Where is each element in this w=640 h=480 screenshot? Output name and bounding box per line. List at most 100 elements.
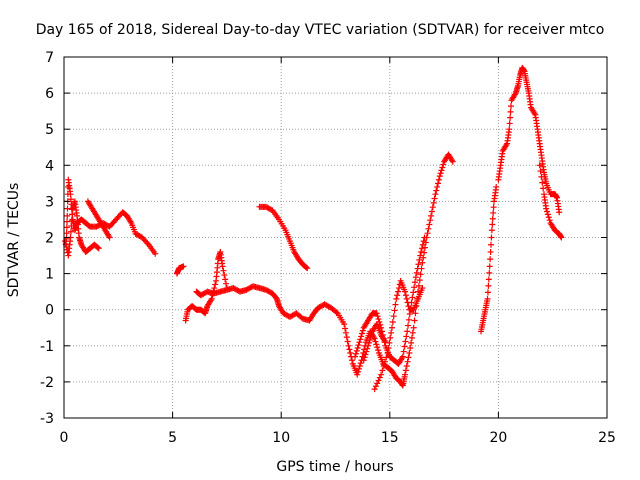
data-point [449,158,456,165]
data-point [358,333,365,340]
data-point [356,339,363,346]
data-point [489,221,496,228]
data-point [365,342,372,349]
data-point [387,334,394,341]
data-point [409,294,416,301]
data-point [506,126,513,133]
y-tick-label: 3 [45,194,54,210]
data-point [404,299,411,306]
data-point [386,339,393,346]
axis-ticks: 0 5 10 15 20 25 -3 -2 -1 0 1 2 3 4 5 6 7 [40,50,616,446]
series-track-e [182,248,230,324]
data-point [408,334,415,341]
data-point [341,321,348,328]
data-point [360,357,367,364]
y-tick-label: 6 [45,86,54,102]
data-point [507,108,514,115]
data-point [219,263,226,270]
data-point [342,325,349,332]
data-point [371,386,378,393]
data-point [405,322,412,329]
data-point [507,114,514,121]
data-point [402,367,409,374]
data-point [395,288,402,295]
data-point [484,295,491,302]
data-point [432,191,439,198]
data-point [433,187,440,194]
series-track-i [371,277,426,393]
data-point [418,248,425,255]
data-point [406,350,413,357]
data-point [64,212,71,219]
x-tick-label: 15 [381,430,399,446]
data-point [375,347,382,354]
data-point [372,338,379,345]
data-point [539,179,546,186]
y-axis-label: SDTVAR / TECUs [6,183,22,298]
data-point [333,309,340,316]
data-point [358,330,365,337]
data-point [67,196,74,203]
data-point [544,211,551,218]
data-point [391,307,398,314]
data-point [440,161,447,168]
data-point [392,301,399,308]
data-point [435,176,442,183]
data-point [486,269,493,276]
data-point [484,289,491,296]
y-tick-label: -1 [40,339,54,355]
data-point [374,380,381,387]
data-point [106,234,113,241]
data-point [506,120,513,127]
data-point [363,348,370,355]
data-point [63,224,70,231]
data-point [435,180,442,187]
data-point [556,209,563,216]
data-point [402,292,409,299]
data-point [372,383,379,390]
data-point [437,170,444,177]
data-point [349,357,356,364]
y-tick-label: 2 [45,231,54,247]
data-point [346,346,353,353]
data-point [352,350,359,357]
data-point [368,331,375,338]
series-track-g [256,203,311,272]
data-point [405,354,412,361]
data-point [220,267,227,274]
data-point [489,215,496,222]
data-point [427,217,434,224]
data-point [413,269,420,276]
data-point [403,333,410,340]
data-point [347,350,354,357]
data-point [436,173,443,180]
data-point [428,208,435,215]
data-point [544,208,551,215]
data-point [352,353,359,360]
data-point [536,162,543,169]
data-point [356,363,363,370]
data-points [62,64,565,393]
data-point [409,329,416,336]
data-point [434,183,441,190]
grid-lines [64,57,607,418]
data-point [365,339,372,346]
data-point [380,363,387,370]
data-point [383,354,390,361]
data-point [485,276,492,283]
data-point [418,245,425,252]
data-point [558,234,565,241]
x-tick-label: 25 [598,430,616,446]
data-point [361,354,368,361]
data-point [357,360,364,367]
data-point [64,205,71,212]
data-point [388,329,395,336]
data-point [373,341,380,348]
data-point [415,282,422,289]
data-point [211,285,218,292]
data-point [343,334,350,341]
data-point [354,344,361,351]
data-point [384,350,391,357]
series-track-k [478,183,500,335]
